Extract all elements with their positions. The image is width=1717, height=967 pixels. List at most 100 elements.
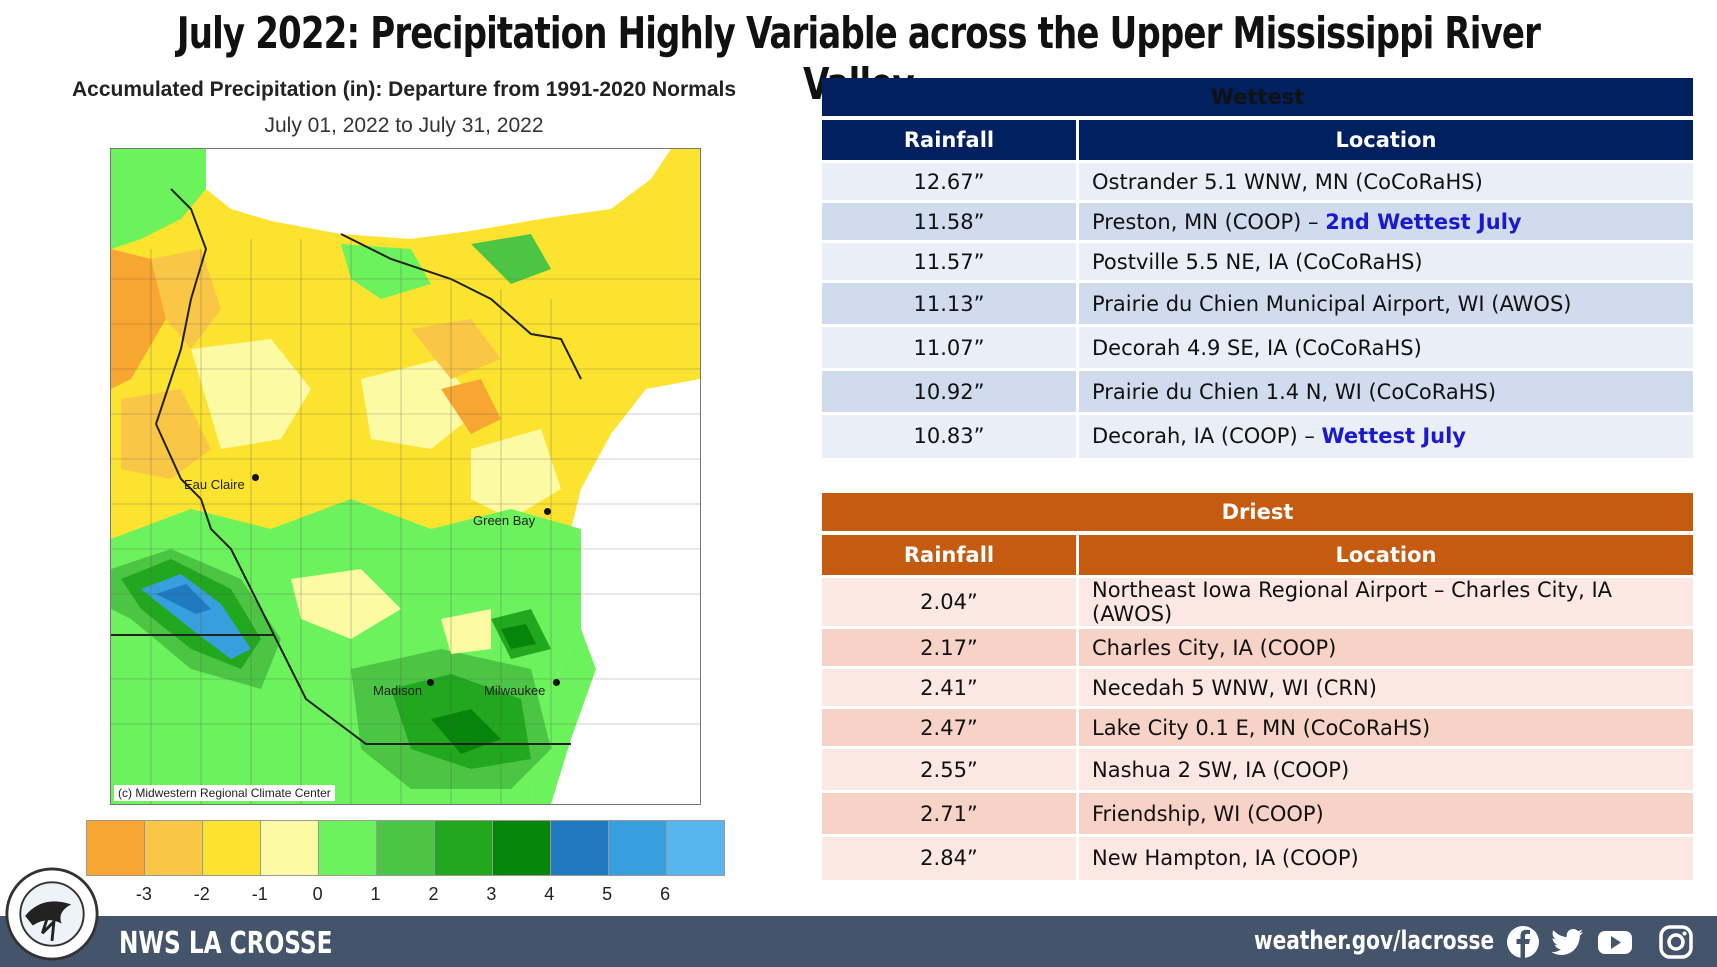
driest-col-rainfall: Rainfall: [822, 531, 1079, 577]
nws-logo: [5, 867, 99, 961]
rainfall-value: 2.17”: [822, 626, 1079, 668]
location-cell: Decorah 4.9 SE, IA (CoCoRaHS): [1077, 324, 1693, 370]
rainfall-value: 2.41”: [822, 666, 1079, 708]
city-label-madison: Madison: [373, 683, 423, 698]
legend-swatch: [319, 821, 377, 875]
rainfall-value: 2.04”: [822, 575, 1079, 628]
legend-swatch: [203, 821, 261, 875]
wettest-row: 11.57” Postville 5.5 NE, IA (CoCoRaHS): [822, 240, 1693, 282]
twitter-icon[interactable]: [1550, 924, 1586, 960]
location-name: Preston, MN (COOP) –: [1092, 209, 1326, 234]
legend-swatch: [261, 821, 319, 875]
color-legend: [86, 820, 725, 876]
legend-tick-label: 0: [312, 884, 323, 904]
legend-tick-label: -3: [135, 884, 152, 904]
footer-bar: [0, 916, 1717, 967]
record-note: Wettest July: [1321, 424, 1466, 449]
legend-swatch: [667, 821, 724, 875]
location-name: New Hampton, IA (COOP): [1077, 834, 1693, 880]
facebook-icon[interactable]: [1505, 924, 1541, 960]
legend-swatch: [87, 821, 145, 875]
driest-row: 2.17” Charles City, IA (COOP): [822, 626, 1693, 668]
driest-col-location: Location: [1077, 531, 1693, 577]
legend-swatch: [551, 821, 609, 875]
city-label-milwaukee: Milwaukee: [484, 683, 546, 698]
rainfall-value: 12.67”: [822, 160, 1079, 202]
location-cell: Ostrander 5.1 WNW, MN (CoCoRaHS): [1077, 160, 1693, 202]
wettest-row: 11.13” Prairie du Chien Municipal Airport…: [822, 280, 1693, 326]
location-name: Ostrander 5.1 WNW, MN (CoCoRaHS): [1092, 169, 1483, 194]
rainfall-value: 10.83”: [822, 412, 1079, 458]
legend-tick-label: 6: [660, 884, 671, 904]
wettest-col-rainfall: Rainfall: [822, 116, 1079, 162]
driest-row: 2.84” New Hampton, IA (COOP): [822, 834, 1693, 880]
legend-tick-label: 2: [428, 884, 439, 904]
driest-row: 2.55” Nashua 2 SW, IA (COOP): [822, 746, 1693, 792]
wettest-row: 11.58” Preston, MN (COOP) – 2nd Wettest J…: [822, 200, 1693, 242]
location-name: Prairie du Chien Municipal Airport, WI (…: [1092, 291, 1572, 316]
wettest-table: Wettest Rainfall Location 12.67” Ostrande…: [822, 78, 1693, 458]
location-cell: Decorah, IA (COOP) – Wettest July: [1077, 412, 1693, 458]
website-link[interactable]: weather.gov/lacrosse: [1254, 926, 1495, 956]
rainfall-value: 10.92”: [822, 368, 1079, 414]
driest-row: 2.71” Friendship, WI (COOP): [822, 790, 1693, 836]
map-date-range: July 01, 2022 to July 31, 2022: [264, 114, 544, 137]
driest-table: Driest Rainfall Location 2.04” Northeast …: [822, 493, 1693, 880]
location-cell: Prairie du Chien 1.4 N, WI (CoCoRaHS): [1077, 368, 1693, 414]
rainfall-value: 2.47”: [822, 706, 1079, 748]
wettest-row: 12.67” Ostrander 5.1 WNW, MN (CoCoRaHS): [822, 160, 1693, 202]
city-label-green-bay: Green Bay: [473, 513, 536, 528]
legend-swatch: [145, 821, 203, 875]
city-marker: [427, 679, 434, 686]
rainfall-value: 11.07”: [822, 324, 1079, 370]
record-note: 2nd Wettest July: [1325, 209, 1522, 234]
location-name: Northeast Iowa Regional Airport – Charle…: [1077, 575, 1693, 628]
location-name: Decorah, IA (COOP) –: [1092, 424, 1322, 449]
legend-tick-label: 3: [486, 884, 497, 904]
city-marker: [252, 474, 259, 481]
location-name: Prairie du Chien 1.4 N, WI (CoCoRaHS): [1092, 379, 1497, 404]
rainfall-value: 11.57”: [822, 240, 1079, 282]
legend-tick-label: 5: [602, 884, 613, 904]
location-name: Nashua 2 SW, IA (COOP): [1077, 746, 1693, 792]
legend-swatch: [609, 821, 667, 875]
location-name: Decorah 4.9 SE, IA (CoCoRaHS): [1092, 335, 1422, 360]
map-title: Accumulated Precipitation (in): Departur…: [71, 78, 737, 101]
map-credit: (c) Midwestern Regional Climate Center: [114, 785, 335, 801]
legend-tick-label: 4: [544, 884, 555, 904]
rainfall-value: 2.84”: [822, 834, 1079, 880]
wettest-row: 10.92” Prairie du Chien 1.4 N, WI (CoCoRa…: [822, 368, 1693, 414]
wettest-col-location: Location: [1077, 116, 1693, 162]
location-cell: Postville 5.5 NE, IA (CoCoRaHS): [1077, 240, 1693, 282]
legend-tick-label: -1: [251, 884, 268, 904]
driest-row: 2.41” Necedah 5 WNW, WI (CRN): [822, 666, 1693, 708]
location-name: Lake City 0.1 E, MN (CoCoRaHS): [1077, 706, 1693, 748]
wettest-band: Wettest: [822, 78, 1693, 118]
driest-row: 2.04” Northeast Iowa Regional Airport – C…: [822, 575, 1693, 628]
location-name: Friendship, WI (COOP): [1077, 790, 1693, 836]
precipitation-departure-map: Eau Claire Green Bay Madison Milwaukee (…: [110, 148, 701, 805]
wettest-row: 10.83” Decorah, IA (COOP) – Wettest July: [822, 412, 1693, 458]
location-cell: Prairie du Chien Municipal Airport, WI (…: [1077, 280, 1693, 326]
driest-row: 2.47” Lake City 0.1 E, MN (CoCoRaHS): [822, 706, 1693, 748]
city-label-eau-claire: Eau Claire: [184, 477, 245, 492]
location-name: Charles City, IA (COOP): [1077, 626, 1693, 668]
driest-band: Driest: [822, 493, 1693, 533]
city-marker: [544, 508, 551, 515]
wettest-row: 11.07” Decorah 4.9 SE, IA (CoCoRaHS): [822, 324, 1693, 370]
rainfall-value: 11.58”: [822, 200, 1079, 242]
location-name: Necedah 5 WNW, WI (CRN): [1077, 666, 1693, 708]
legend-swatch: [377, 821, 435, 875]
legend-tick-label: -2: [193, 884, 210, 904]
location-name: Postville 5.5 NE, IA (CoCoRaHS): [1092, 249, 1423, 274]
youtube-icon[interactable]: [1597, 924, 1633, 960]
city-marker: [553, 679, 560, 686]
rainfall-value: 11.13”: [822, 280, 1079, 326]
rainfall-value: 2.55”: [822, 746, 1079, 792]
legend-tick-label: 1: [370, 884, 381, 904]
instagram-icon[interactable]: [1658, 924, 1694, 960]
legend-swatch: [435, 821, 493, 875]
rainfall-value: 2.71”: [822, 790, 1079, 836]
office-name: NWS LA CROSSE: [119, 926, 333, 961]
legend-swatch: [493, 821, 551, 875]
